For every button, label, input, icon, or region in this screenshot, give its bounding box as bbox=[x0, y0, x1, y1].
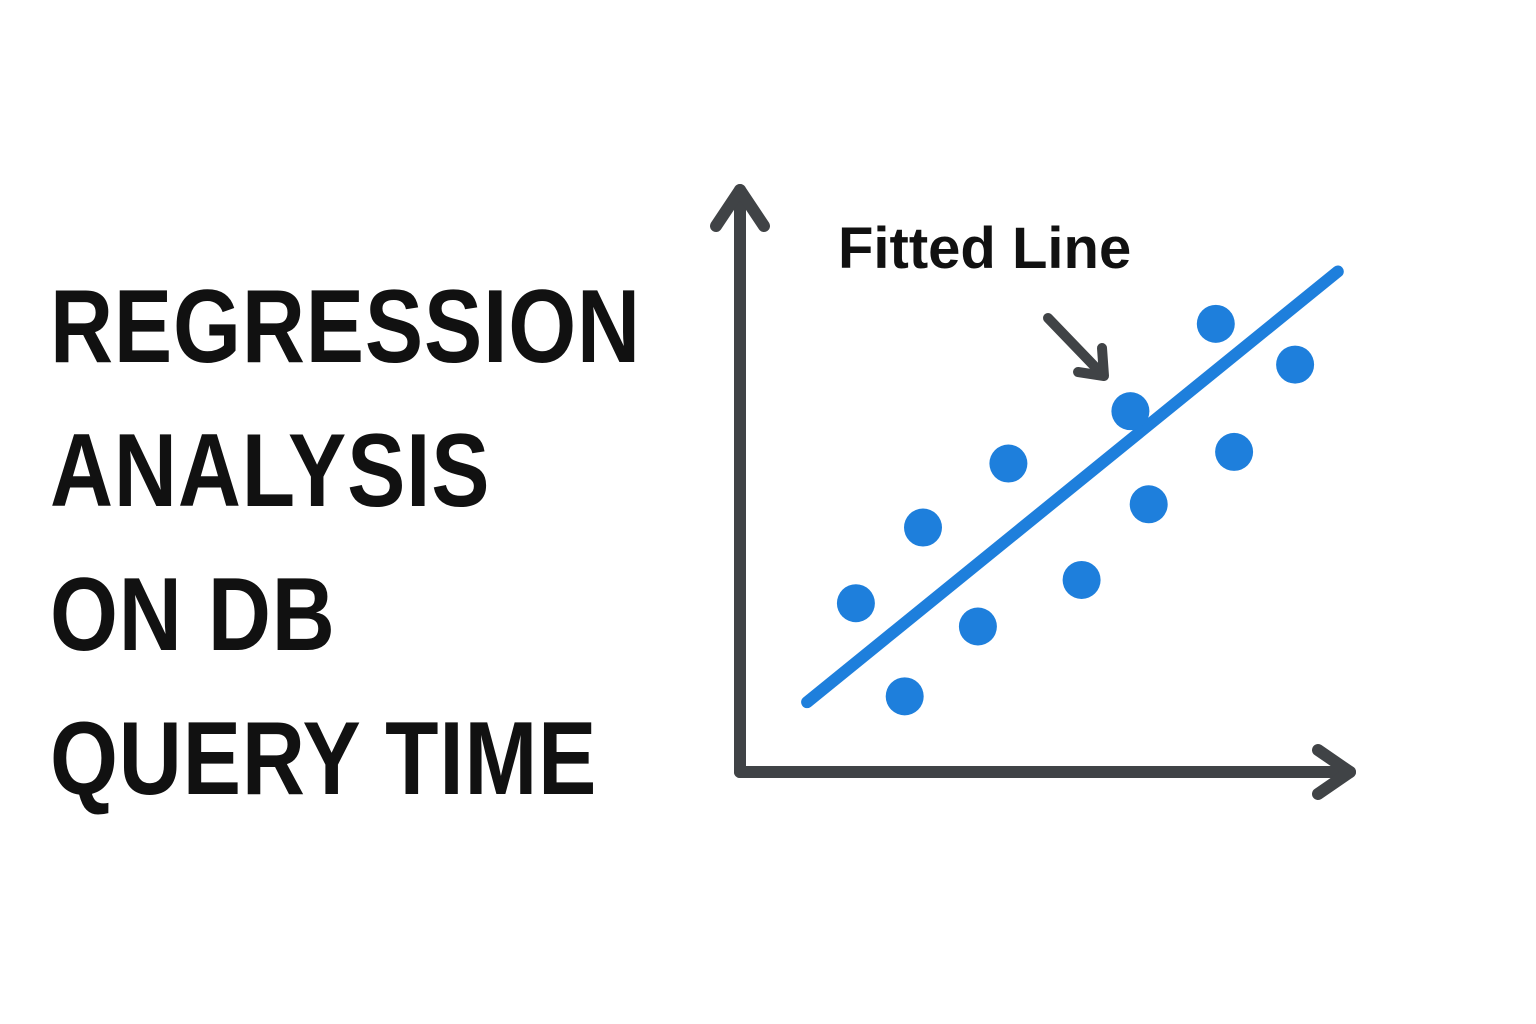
title-line-1: REGRESSION bbox=[50, 269, 641, 385]
title-line-3: ON DB bbox=[50, 557, 336, 673]
data-point-8 bbox=[1129, 485, 1168, 524]
data-point-1 bbox=[836, 584, 875, 623]
data-point-7 bbox=[1111, 392, 1150, 431]
fitted-line-annotation: Fitted Line bbox=[838, 216, 1131, 281]
title-line-4: QUERY TIME bbox=[50, 701, 598, 817]
data-point-9 bbox=[1196, 304, 1235, 343]
data-point-3 bbox=[904, 508, 942, 547]
chart-axes bbox=[710, 184, 1356, 800]
annotation-arrow-icon bbox=[1043, 313, 1109, 381]
y-axis-arrow-icon bbox=[710, 184, 770, 232]
data-point-10 bbox=[1215, 432, 1254, 471]
fitted-line bbox=[801, 265, 1344, 709]
x-axis-arrow-icon bbox=[1312, 744, 1356, 800]
data-point-6 bbox=[1062, 560, 1101, 599]
page-title: REGRESSION ANALYSIS ON DB QUERY TIME bbox=[50, 255, 641, 831]
data-point-4 bbox=[958, 607, 997, 646]
data-points bbox=[836, 304, 1315, 716]
data-point-2 bbox=[885, 677, 924, 716]
data-point-11 bbox=[1276, 345, 1315, 384]
data-point-5 bbox=[989, 444, 1028, 483]
title-line-2: ANALYSIS bbox=[50, 413, 491, 529]
